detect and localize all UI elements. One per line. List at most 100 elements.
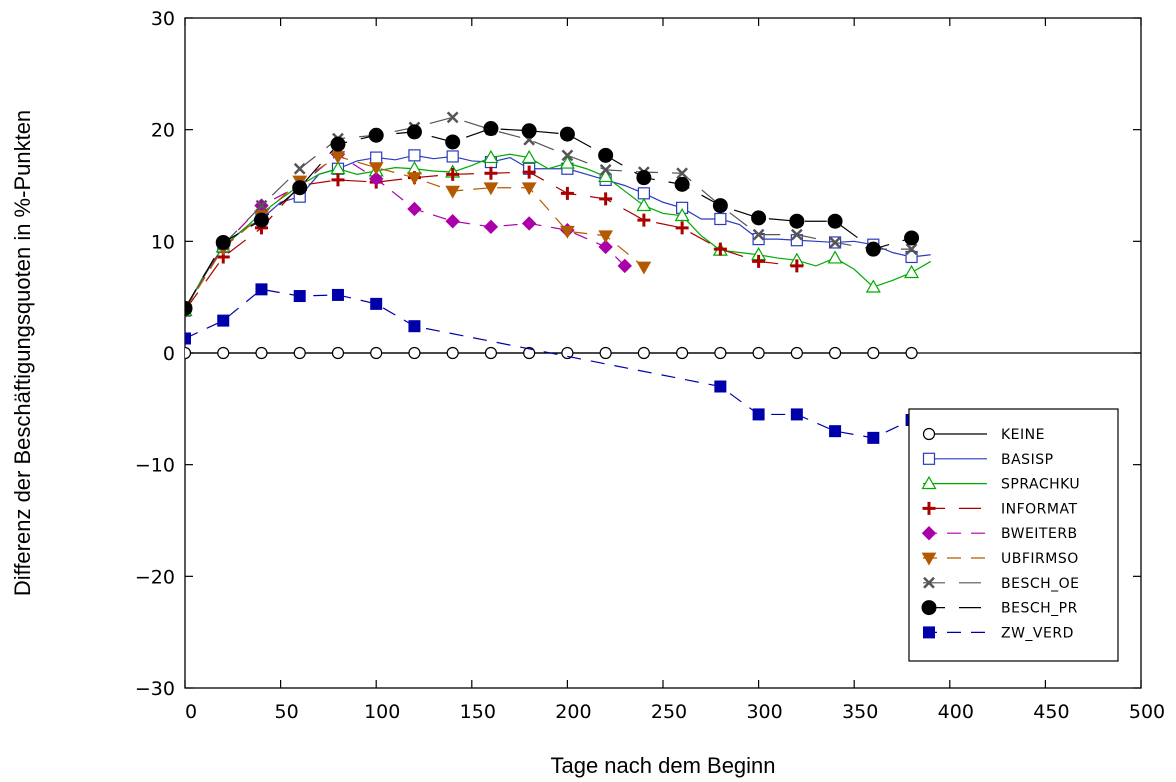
point-besch-pr bbox=[253, 212, 269, 228]
point-besch-pr bbox=[368, 127, 384, 143]
legend-marker bbox=[921, 552, 937, 566]
point-besch-oe bbox=[293, 162, 306, 175]
legend-entry-zw-verd: ZW_VERD bbox=[923, 625, 1074, 641]
point-keine bbox=[599, 346, 612, 360]
y-tick-label: 10 bbox=[151, 231, 175, 253]
point-besch-oe bbox=[561, 149, 574, 162]
x-tick-label: 100 bbox=[364, 701, 400, 723]
point-bweiterb bbox=[598, 239, 613, 255]
point-besch-pr bbox=[789, 213, 805, 229]
legend-entry-besch-pr: BESCH_PR bbox=[921, 600, 1077, 617]
point-informat bbox=[790, 259, 804, 273]
series-layer bbox=[185, 111, 931, 444]
point-keine bbox=[331, 346, 345, 360]
legend-entry-basisp: BASISP bbox=[922, 452, 1054, 468]
point-keine bbox=[484, 346, 498, 360]
series-besch-pr bbox=[185, 121, 920, 316]
legend-marker bbox=[921, 525, 937, 541]
point-besch-pr bbox=[751, 210, 767, 226]
series-informat bbox=[185, 165, 804, 318]
point-besch-pr bbox=[865, 241, 881, 257]
legend-label: INFORMAT bbox=[1001, 501, 1078, 517]
legend-label: ZW_VERD bbox=[1001, 625, 1074, 641]
point-keine bbox=[637, 346, 650, 360]
point-keine bbox=[561, 346, 574, 360]
point-zw-verd bbox=[790, 408, 803, 421]
point-besch-pr bbox=[559, 126, 575, 142]
point-bweiterb bbox=[483, 219, 499, 235]
point-besch-pr bbox=[598, 147, 614, 163]
point-besch-oe bbox=[790, 228, 803, 241]
point-informat bbox=[522, 165, 536, 179]
point-besch-oe bbox=[829, 236, 841, 249]
point-ubfirmso bbox=[483, 182, 499, 196]
x-tick-label: 300 bbox=[746, 701, 782, 723]
point-sprachku bbox=[483, 149, 499, 164]
point-basisp bbox=[714, 212, 727, 226]
point-zw-verd bbox=[370, 297, 383, 310]
legend-entry-keine: KEINE bbox=[922, 427, 1045, 443]
point-zw-verd bbox=[829, 425, 842, 438]
point-bweiterb bbox=[368, 171, 384, 187]
point-besch-oe bbox=[676, 167, 689, 180]
x-tick-label: 450 bbox=[1033, 701, 1069, 723]
x-tick-label: 200 bbox=[555, 701, 591, 723]
point-informat bbox=[752, 254, 766, 268]
x-tick-label: 500 bbox=[1129, 701, 1165, 723]
point-keine bbox=[293, 346, 306, 360]
point-zw-verd bbox=[185, 332, 191, 345]
point-ubfirmso bbox=[598, 230, 614, 244]
series-ubfirmso bbox=[185, 151, 652, 317]
x-tick-label: 50 bbox=[275, 701, 299, 723]
point-sprachku bbox=[865, 279, 881, 293]
x-tick-label: 400 bbox=[938, 701, 974, 723]
point-keine bbox=[790, 346, 803, 360]
y-tick-label: −20 bbox=[135, 566, 175, 588]
point-sprachku bbox=[559, 155, 575, 169]
point-zw-verd bbox=[293, 290, 306, 303]
axis-ticks: 0 50 100 150 200 250 300 350 400 450 500 −30 −20 −10 0… bbox=[135, 8, 1165, 723]
point-ubfirmso bbox=[636, 261, 652, 275]
point-keine bbox=[185, 346, 192, 360]
legend-label: BWEITERB bbox=[1001, 526, 1078, 542]
x-tick-label: 0 bbox=[185, 701, 197, 723]
legend-label: KEINE bbox=[1001, 427, 1045, 443]
point-keine bbox=[217, 346, 230, 360]
series-line-basisp bbox=[185, 154, 931, 311]
point-informat bbox=[713, 242, 727, 256]
point-zw-verd bbox=[255, 283, 268, 296]
point-besch-pr bbox=[521, 123, 537, 139]
legend-entry-sprachku: SPRACHKU bbox=[921, 475, 1080, 493]
point-besch-pr bbox=[406, 124, 422, 140]
point-keine bbox=[752, 346, 765, 360]
point-bweiterb bbox=[617, 258, 632, 274]
point-besch-pr bbox=[292, 180, 308, 196]
point-informat bbox=[484, 166, 498, 180]
legend-label: BASISP bbox=[1001, 452, 1054, 468]
point-besch-oe bbox=[905, 243, 918, 256]
point-bweiterb bbox=[445, 214, 460, 229]
x-axis-label: Tage nach dem Beginn bbox=[550, 753, 775, 778]
point-zw-verd bbox=[408, 320, 421, 333]
legend-label: UBFIRMSO bbox=[1001, 551, 1079, 567]
legend-entry-ubfirmso: UBFIRMSO bbox=[921, 551, 1079, 567]
y-tick-label: −30 bbox=[135, 678, 175, 700]
point-keine bbox=[828, 346, 842, 360]
point-zw-verd bbox=[867, 431, 880, 444]
x-tick-label: 250 bbox=[651, 701, 687, 723]
series-line-bweiterb bbox=[185, 153, 626, 310]
point-keine bbox=[446, 346, 459, 360]
point-keine bbox=[676, 346, 689, 360]
legend-marker bbox=[921, 600, 937, 616]
legend-entry-informat: INFORMAT bbox=[922, 501, 1078, 517]
y-tick-label: 0 bbox=[163, 343, 175, 365]
point-basisp bbox=[446, 150, 459, 163]
series-sprachku bbox=[185, 149, 931, 317]
point-ubfirmso bbox=[368, 162, 384, 176]
y-tick-label: 20 bbox=[151, 120, 175, 142]
x-tick-label: 350 bbox=[842, 701, 878, 723]
point-keine bbox=[255, 346, 268, 360]
y-tick-label: 30 bbox=[151, 8, 175, 30]
series-zw-verd bbox=[185, 283, 918, 444]
